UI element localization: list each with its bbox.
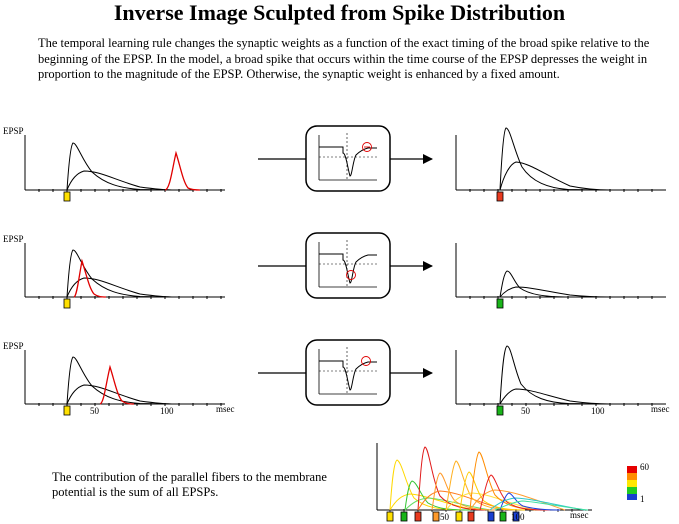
row-2: EPSP	[3, 232, 666, 309]
epsp-axis-label: EPSP	[3, 126, 24, 136]
row-3-input-plot: EPSP 50 100 msec	[3, 341, 235, 416]
tick-label-100: 100	[511, 512, 525, 522]
colored-epsp-curves	[389, 446, 589, 511]
spike-markers	[386, 511, 520, 522]
learning-rule-curve	[319, 146, 377, 177]
row-3-learning-rule-box	[305, 339, 391, 406]
broad-spike-curve	[164, 150, 201, 191]
page-title: Inverse Image Sculpted from Spike Distri…	[113, 0, 566, 25]
footer-caption: The contribution of the parallel fibers …	[52, 470, 327, 499]
color-scale-max: 60	[640, 462, 650, 472]
x-unit-label: msec	[651, 404, 670, 414]
result-marker-green	[496, 298, 504, 309]
color-scale-min: 1	[640, 494, 645, 504]
intro-paragraph: The temporal learning rule changes the s…	[38, 36, 650, 81]
tick-label-100: 100	[591, 406, 605, 416]
row-2-learning-rule-box	[305, 232, 391, 299]
slow-epsp-curve	[66, 170, 176, 191]
epsp-axis-label: EPSP	[3, 234, 24, 244]
epsp-axis-label: EPSP	[3, 341, 24, 351]
epsp-onset-marker	[63, 191, 71, 202]
row-1-output-plot	[455, 127, 666, 202]
fast-epsp-curve	[66, 142, 166, 191]
row-1-input-plot: EPSP	[3, 126, 225, 202]
spike-time-marker	[362, 142, 372, 152]
x-unit-label: msec	[570, 510, 589, 520]
tick-label-50: 50	[440, 512, 450, 522]
x-unit-label: msec	[216, 404, 235, 414]
row-1: EPSP	[3, 125, 666, 202]
result-marker-red	[496, 191, 504, 202]
row-3-output-plot: 50 100 msec	[455, 345, 670, 416]
row-2-output-plot	[455, 243, 666, 309]
tick-label-100: 100	[160, 406, 174, 416]
row-1-learning-rule-box	[305, 125, 391, 192]
row-3: EPSP 50 100 msec	[3, 339, 670, 416]
color-scale: 60 1	[627, 462, 650, 504]
tick-label-50: 50	[521, 406, 531, 416]
tick-label-50: 50	[90, 406, 100, 416]
row-2-input-plot: EPSP	[3, 234, 225, 309]
summed-epsp-panel: 50 100 msec	[376, 443, 592, 522]
